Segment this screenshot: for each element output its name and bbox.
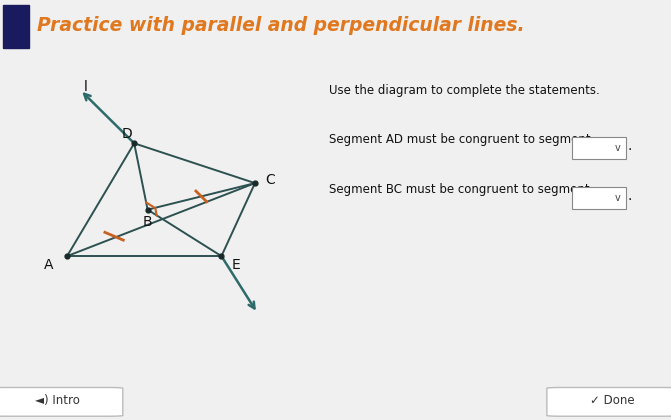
FancyBboxPatch shape bbox=[547, 388, 671, 416]
Text: l: l bbox=[84, 79, 87, 94]
Text: Segment AD must be congruent to segment: Segment AD must be congruent to segment bbox=[329, 134, 590, 147]
FancyBboxPatch shape bbox=[572, 137, 626, 159]
FancyBboxPatch shape bbox=[0, 388, 123, 416]
FancyBboxPatch shape bbox=[572, 187, 626, 209]
Bar bbox=[3, 5, 29, 48]
Text: C: C bbox=[265, 173, 274, 187]
Text: Segment BC must be congruent to segment: Segment BC must be congruent to segment bbox=[329, 183, 589, 196]
Text: Practice with parallel and perpendicular lines.: Practice with parallel and perpendicular… bbox=[37, 16, 525, 35]
Text: B: B bbox=[143, 215, 152, 229]
Text: v: v bbox=[615, 143, 620, 153]
Text: Use the diagram to complete the statements.: Use the diagram to complete the statemen… bbox=[329, 84, 600, 97]
Text: A: A bbox=[44, 258, 53, 273]
Text: .: . bbox=[627, 189, 632, 203]
Text: v: v bbox=[615, 193, 620, 203]
Text: ◄) Intro: ◄) Intro bbox=[36, 394, 80, 407]
Text: E: E bbox=[231, 258, 241, 273]
Text: .: . bbox=[627, 139, 632, 153]
Text: D: D bbox=[122, 127, 133, 141]
Text: ✓ Done: ✓ Done bbox=[590, 394, 635, 407]
